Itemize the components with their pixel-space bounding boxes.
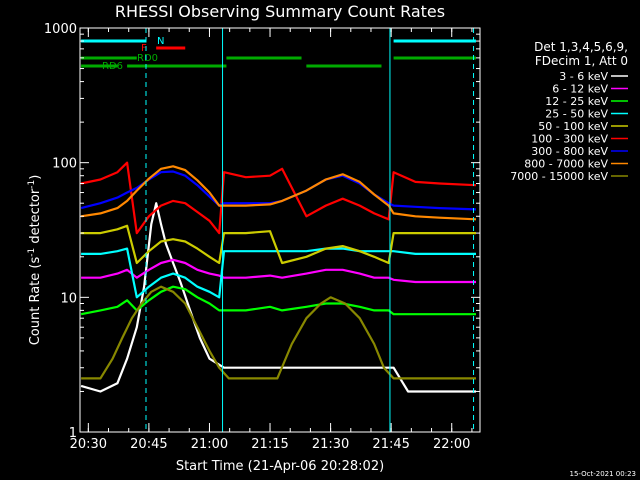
legend-label-6: 300 - 800 keV (531, 145, 608, 158)
series-line-0 (80, 202, 476, 393)
footer-timestamp: 15-Oct-2021 00:23 (570, 470, 636, 478)
y-axis-label: Count Rate (s-1 detector-1) (27, 175, 43, 346)
plot-frame (79, 27, 481, 433)
legend-label-8: 7000 - 15000 keV (510, 170, 608, 183)
flag-label-rd0: RD0 (137, 53, 158, 64)
legend-label-7: 800 - 7000 keV (524, 158, 608, 171)
series-line-5 (80, 161, 477, 235)
legend-header-line-2: FDecim 1, Att 0 (535, 54, 628, 68)
flag-label-f: F (141, 43, 147, 54)
axes: 20:30 20:45 21:00 21:15 21:30 21:45 22:00 1 10 10… (44, 22, 480, 452)
legend-label-2: 12 - 25 keV (545, 95, 608, 108)
series-line-7 (80, 165, 477, 221)
flag-label-n: N (157, 36, 164, 47)
x-tick-label-0: 20:30 (70, 437, 107, 452)
x-tick-label-1: 20:45 (130, 437, 167, 452)
y-tick-label-1: 10 (60, 291, 77, 306)
series-line-3 (81, 247, 476, 299)
series-line-1 (81, 258, 476, 284)
x-tick-label-4: 21:30 (312, 437, 349, 452)
x-tick-label-6: 22:00 (433, 437, 470, 452)
x-tick-label-2: 21:00 (191, 437, 228, 452)
x-axis-label: Start Time (21-Apr-06 20:28:02) (176, 459, 384, 474)
legend-label-0: 3 - 6 keV (559, 70, 608, 83)
x-tick-label-5: 21:45 (372, 437, 409, 452)
series-line-6 (80, 170, 477, 211)
series-line-8 (81, 285, 476, 380)
flag-label-rd6: RD6 (102, 61, 123, 72)
y-tick-label-2: 100 (52, 157, 77, 172)
series-layer (80, 161, 477, 393)
x-tick-label-3: 21:15 (251, 437, 288, 452)
y-tick-label-0: 1 (69, 426, 77, 441)
legend-label-4: 50 - 100 keV (538, 120, 608, 133)
y-tick-label-3: 1000 (44, 22, 77, 37)
series-line-4 (81, 224, 476, 265)
chart-title: RHESSI Observing Summary Count Rates (115, 2, 445, 21)
legend: Det 1,3,4,5,6,9, FDecim 1, Att 0 3 - 6 k… (510, 40, 628, 183)
legend-label-3: 25 - 50 keV (545, 108, 608, 121)
legend-label-5: 100 - 300 keV (531, 133, 608, 146)
legend-header-line-1: Det 1,3,4,5,6,9, (534, 40, 628, 54)
legend-label-1: 6 - 12 keV (552, 83, 608, 96)
